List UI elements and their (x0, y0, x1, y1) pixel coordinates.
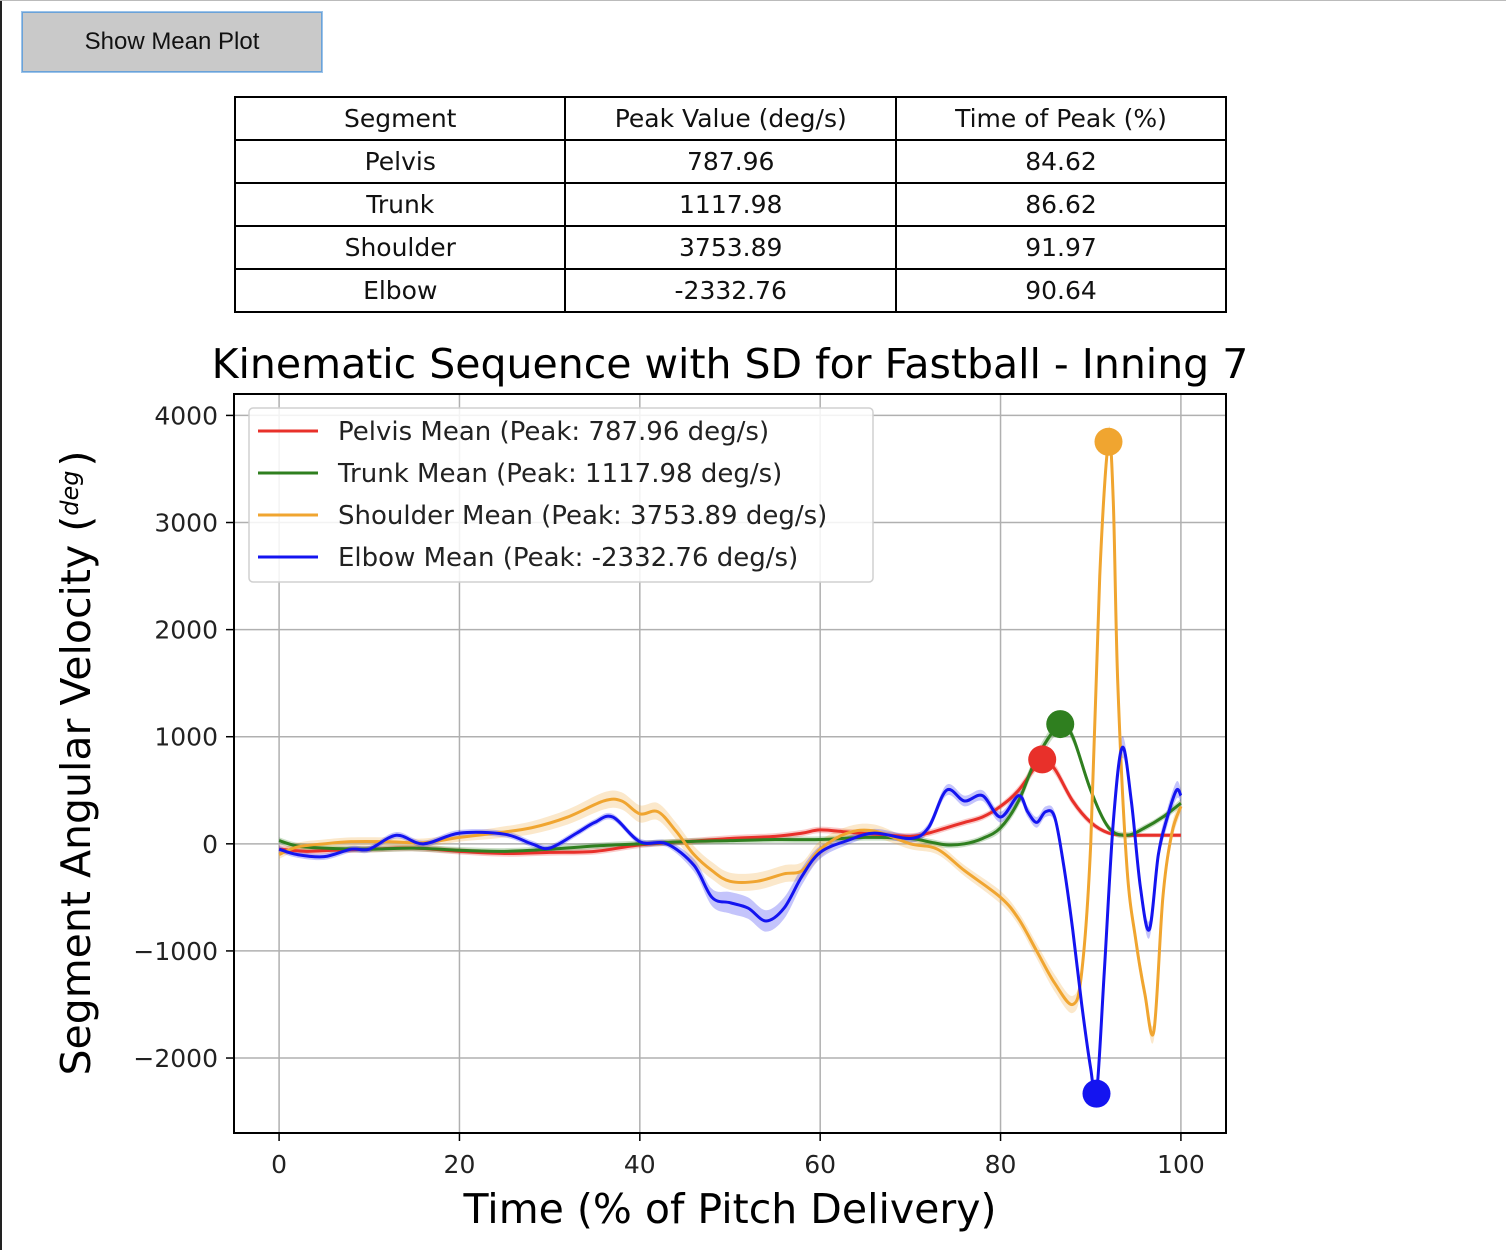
legend-label-3: Elbow Mean (Peak: -2332.76 deg/s) (338, 543, 798, 573)
table-cell: -2332.76 (564, 268, 897, 313)
window-left-border (0, 0, 2, 1250)
svg-text:Segment Angular Velocity (deg): Segment Angular Velocity (deg) (52, 450, 100, 1075)
series-line-2 (278, 437, 1183, 1037)
table-row: Shoulder 3753.89 91.97 (233, 225, 1228, 270)
table-cell: 787.96 (564, 139, 897, 184)
axis-ticks: 0 20 40 60 80 100 4000 3000 2000 1000 0 −1000 −2000 (133, 401, 1204, 1179)
legend-label-2: Shoulder Mean (Peak: 3753.89 deg/s) (338, 501, 827, 531)
y-tick-label: 2000 (154, 616, 218, 645)
table-header-row: Segment Peak Value (deg/s) Time of Peak … (233, 96, 1228, 141)
x-tick-label: 0 (271, 1150, 287, 1179)
y-tick-label: 4000 (154, 401, 218, 430)
table-cell: 1117.98 (564, 182, 897, 227)
table-cell: 86.62 (894, 182, 1228, 227)
y-axis-label: Segment Angular Velocity (deg) (52, 450, 100, 1075)
y-axis-label-fraction-num: deg (56, 470, 84, 515)
sd-band-3 (279, 736, 1181, 1105)
table-cell: Elbow (233, 268, 567, 313)
legend-box (248, 407, 874, 583)
x-tick-label: 100 (1157, 1150, 1205, 1179)
show-mean-plot-button[interactable]: Show Mean Plot (22, 12, 322, 72)
series-line-1 (278, 721, 1182, 853)
table-cell: 3753.89 (564, 225, 897, 270)
table-row: Elbow -2332.76 90.64 (233, 268, 1228, 313)
y-tick-label: −1000 (133, 937, 218, 966)
x-tick-label: 80 (985, 1150, 1017, 1179)
y-tick-label: −2000 (133, 1044, 218, 1073)
series-line-3 (278, 745, 1183, 1101)
table-cell: Trunk (233, 182, 567, 227)
legend-label-0: Pelvis Mean (Peak: 787.96 deg/s) (338, 417, 769, 447)
table-cell: 91.97 (894, 225, 1228, 270)
table-header-cell: Peak Value (deg/s) (564, 96, 897, 141)
peak-marker-2 (1094, 427, 1123, 456)
x-axis-label: Time (% of Pitch Delivery) (463, 1185, 997, 1233)
y-tick-label: 3000 (154, 509, 218, 538)
peak-marker-1 (1046, 710, 1075, 739)
table-cell: Shoulder (233, 225, 567, 270)
peak-marker-3 (1082, 1079, 1111, 1108)
x-tick-label: 20 (444, 1150, 476, 1179)
table-cell: 84.62 (894, 139, 1228, 184)
table-header-cell: Segment (233, 96, 567, 141)
table-row: Pelvis 787.96 84.62 (233, 139, 1228, 184)
peak-summary-table: Segment Peak Value (deg/s) Time of Peak … (233, 96, 1228, 313)
y-tick-label: 1000 (154, 723, 218, 752)
table-cell: 90.64 (894, 268, 1228, 313)
y-axis-label-suffix: ) (52, 450, 100, 466)
chart-legend: Pelvis Mean (Peak: 787.96 deg/s) Trunk Me… (248, 407, 874, 583)
x-tick-label: 60 (804, 1150, 836, 1179)
y-axis-label-prefix: Segment Angular Velocity ( (52, 516, 100, 1076)
x-tick-label: 40 (624, 1150, 656, 1179)
plot-area-frame (233, 393, 1227, 1134)
peak-markers (1028, 427, 1123, 1108)
legend-label-1: Trunk Mean (Peak: 1117.98 deg/s) (337, 459, 782, 489)
peak-marker-0 (1028, 745, 1057, 774)
chart-title: Kinematic Sequence with SD for Fastball … (212, 340, 1249, 388)
y-tick-label: 0 (202, 830, 218, 859)
series-lines (278, 437, 1183, 1101)
table-cell: Pelvis (233, 139, 567, 184)
window-top-border (0, 0, 1506, 1)
table-header-cell: Time of Peak (%) (894, 96, 1228, 141)
table-row: Trunk 1117.98 86.62 (233, 182, 1228, 227)
